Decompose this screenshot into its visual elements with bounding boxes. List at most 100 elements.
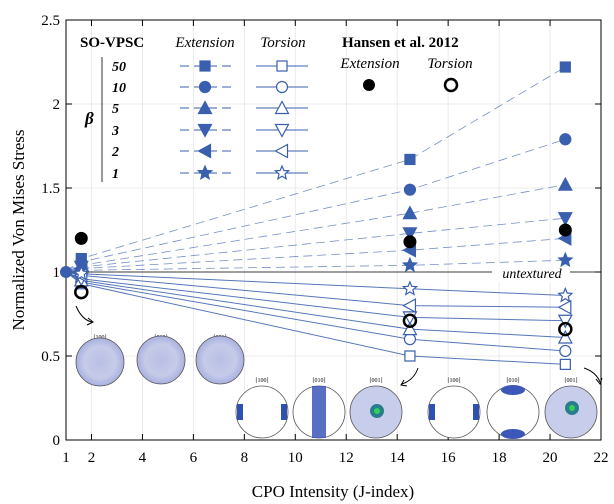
pf-max [501,385,525,395]
legend-beta-value: 10 [112,81,126,96]
pf-max [237,404,243,420]
data-point [402,227,418,242]
pf-label: [010] [507,378,520,384]
legend-torsion-marker [274,123,290,138]
pf-max [312,386,326,438]
legend-extension-marker [197,123,213,138]
legend-extension-marker [197,100,213,115]
pole-figure [195,335,245,385]
series-line [65,271,566,322]
untextured-label: untextured [502,267,562,282]
x-tick-label: 10 [288,450,303,466]
experiment-markers [74,223,573,337]
pf-arrow [400,379,408,387]
pf-label: [001] [370,378,383,384]
pole-figures-initial: [100] [010] [001] [75,335,245,387]
experiment-point [558,321,573,337]
series-line [65,271,566,338]
pf-max [569,405,575,411]
pf-arrow [75,305,93,323]
data-point [401,280,419,296]
data-point [557,299,572,315]
experiment-point [74,231,88,245]
data-point [559,61,571,73]
legend-hansen-extension: Extension [339,56,399,72]
series-line [65,271,566,296]
legend-beta-value: 50 [112,60,126,75]
data-point [402,321,418,336]
pole-figure [427,385,481,439]
legend-torsion-marker [274,143,289,159]
x-tick-label: 16 [441,450,457,466]
x-tick-label: 8 [241,450,249,466]
x-tick-label: 12 [339,450,354,466]
pf-max [501,429,525,439]
data-point [402,298,417,314]
x-tick-label: 6 [190,450,198,466]
legend-extension-marker [197,143,212,159]
legend-so-vpsc: SO-VPSC [80,35,144,51]
x-tick-label: 2 [88,450,96,466]
x-tick-label: 14 [390,450,406,466]
pf-max [429,404,435,420]
series-line [65,184,566,273]
legend-torsion-marker [275,80,289,94]
legend-extension-header: Extension [174,35,234,51]
data-point [559,358,571,370]
legend-hansen-extension-marker [363,79,375,91]
data-point [559,344,572,358]
data-point [403,183,417,196]
data-point [404,350,416,362]
pf-label: [100] [448,378,461,384]
x-tick-label: 22 [594,450,609,466]
series-line [65,138,566,273]
series-line [65,66,566,273]
y-tick-label: 0 [53,433,61,449]
legend-beta-value: 1 [112,167,119,182]
series-lines [65,66,566,365]
series-line [65,238,566,273]
plot-frame [65,19,602,441]
series-line [65,259,566,273]
pole-figure [75,337,125,387]
legend-extension-marker [196,164,214,180]
origin-point [60,266,72,278]
y-tick-label: 2 [53,97,61,113]
pole-figure-arrows [75,305,603,387]
pole-figures-extension: [100] [010] [001] [235,378,403,439]
y-tick-label: 2.5 [41,13,60,29]
y-tick-label: 1 [53,265,61,281]
pf-label: [001] [565,378,578,384]
data-point [401,256,419,273]
series-line [65,271,566,352]
x-axis-title: CPO Intensity (J-index) [252,482,414,501]
x-tick-label: 1 [62,450,70,466]
legend-rows: 50 10 5 3 2 1 [111,60,308,182]
pf-arrow [583,367,601,383]
pf-max [374,408,380,414]
legend-torsion-marker [274,100,290,115]
pf-max [473,404,479,420]
data-point [557,286,574,303]
legend-torsion-marker [276,60,288,72]
experiment-point [74,284,89,300]
series-line [65,271,566,308]
legend-beta: β [84,109,94,128]
pole-figures-torsion: [100] [010] [001] [427,378,598,439]
data-point [557,176,573,191]
x-tick-label: 18 [492,450,507,466]
data-point [404,153,416,166]
experiment-point [558,223,572,237]
legend-beta-value: 5 [112,102,119,117]
legend-hansen-torsion: Torsion [427,56,472,72]
y-tick-label: 1.5 [41,181,60,197]
experiment-point [402,313,418,328]
legend-beta-value: 2 [111,145,119,160]
data-point [557,212,573,226]
legend-torsion-header: Torsion [260,35,305,51]
legend-hansen: Hansen et al. 2012 [342,35,459,51]
series-markers [60,61,574,370]
pf-max [281,404,287,420]
